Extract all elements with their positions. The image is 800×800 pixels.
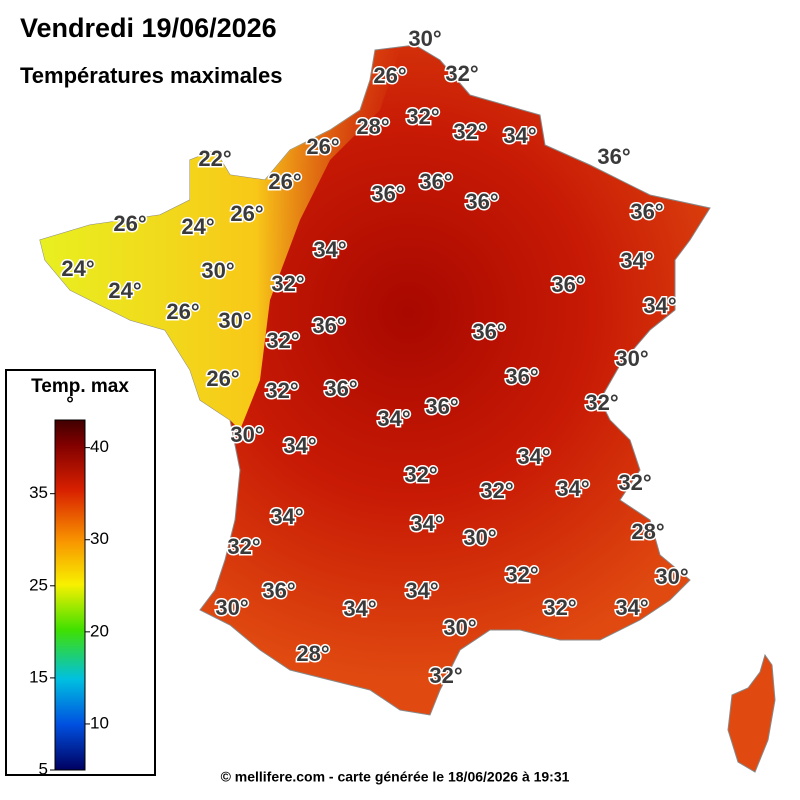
temperature-label: 22° <box>198 146 231 171</box>
temperature-label: 36° <box>472 319 505 344</box>
legend-tick-label: 20 <box>90 621 109 640</box>
temperature-label: 36° <box>324 376 357 401</box>
subtitle: Températures maximales <box>20 63 283 88</box>
temperature-label: 34° <box>270 504 303 529</box>
temperature-label: 26° <box>113 211 146 236</box>
footer: © mellifere.com - carte générée le 18/06… <box>221 769 570 785</box>
temperature-label: 34° <box>503 123 536 148</box>
temperature-label: 30° <box>201 258 234 283</box>
temperature-label: 32° <box>265 378 298 403</box>
temperature-label: 26° <box>373 63 406 88</box>
temperature-label: 34° <box>620 248 653 273</box>
temperature-label: 34° <box>556 476 589 501</box>
temperature-label: 36° <box>419 169 452 194</box>
temperature-label: 28° <box>631 519 664 544</box>
temperature-label: 26° <box>206 366 239 391</box>
temperature-label: 34° <box>405 578 438 603</box>
temperature-label: 36° <box>505 364 538 389</box>
temperature-label: 30° <box>615 346 648 371</box>
temperature-label: 32° <box>618 470 651 495</box>
legend-tick-label: 25 <box>29 575 48 594</box>
temperature-label: 24° <box>61 256 94 281</box>
temperature-labels: 30°26° 32°28° 32°32° 34°26°22° 36°26° 36° 36°3… <box>60 24 690 689</box>
temperature-label: 36° <box>262 578 295 603</box>
temperature-label: 34° <box>643 293 676 318</box>
title: Vendredi 19/06/2026 <box>20 13 277 43</box>
temperature-label: 32° <box>453 119 486 144</box>
corsica <box>727 653 776 773</box>
temperature-label: 26° <box>230 201 263 226</box>
temperature-label: 34° <box>410 511 443 536</box>
temperature-label: 26° <box>268 169 301 194</box>
temperature-label: 32° <box>404 462 437 487</box>
temperature-label: 34° <box>517 444 550 469</box>
legend-tick-label: 30 <box>90 529 109 548</box>
temperature-label: 36° <box>312 313 345 338</box>
temperature-label: 30° <box>218 308 251 333</box>
west-cool-zone <box>40 50 400 430</box>
temperature-label: 30° <box>230 422 263 447</box>
temperature-label: 32° <box>505 562 538 587</box>
temperature-label: 32° <box>271 271 304 296</box>
temperature-label: 30° <box>655 564 688 589</box>
temperature-label: 30° <box>463 525 496 550</box>
temperature-label: 32° <box>266 328 299 353</box>
temperature-label: 30° <box>215 595 248 620</box>
temperature-label: 34° <box>283 433 316 458</box>
temperature-label: 32° <box>227 534 260 559</box>
temperature-label: 32° <box>406 104 439 129</box>
temperature-label: 34° <box>313 237 346 262</box>
temperature-label: 36° <box>371 181 404 206</box>
legend-title: Temp. max <box>31 376 129 397</box>
legend-ticks: 40 35 30 25 20 15 10 5 <box>29 437 109 778</box>
temperature-label: 32° <box>480 478 513 503</box>
temperature-label: 32° <box>429 663 462 688</box>
legend-tick-label: 15 <box>29 667 48 686</box>
temperature-label: 36° <box>551 272 584 297</box>
temperature-label: 28° <box>296 641 329 666</box>
temperature-label: 28° <box>356 114 389 139</box>
legend-tick-label: 40 <box>90 437 109 456</box>
temperature-label: 32° <box>585 390 618 415</box>
legend-tick-label: 35 <box>29 483 48 502</box>
color-bar <box>54 419 86 771</box>
temperature-label: 36° <box>465 189 498 214</box>
legend-tick-label: 10 <box>90 713 109 732</box>
temperature-label: 32° <box>445 61 478 86</box>
temperature-label: 24° <box>108 278 141 303</box>
temperature-label: 24° <box>181 214 214 239</box>
legend-unit: ° <box>66 394 74 415</box>
temperature-label: 36° <box>630 199 663 224</box>
temperature-label: 32° <box>543 595 576 620</box>
legend-tick-label: 5 <box>39 759 48 778</box>
temperature-label: 30° <box>443 615 476 640</box>
temperature-label: 26° <box>306 134 339 159</box>
temperature-label: 36° <box>425 394 458 419</box>
temperature-label: 34° <box>377 406 410 431</box>
temperature-label: 34° <box>343 596 376 621</box>
temperature-label: 34° <box>615 595 648 620</box>
temperature-label: 30° <box>408 26 441 51</box>
temperature-label: 36° <box>597 144 630 169</box>
temperature-label: 26° <box>166 299 199 324</box>
